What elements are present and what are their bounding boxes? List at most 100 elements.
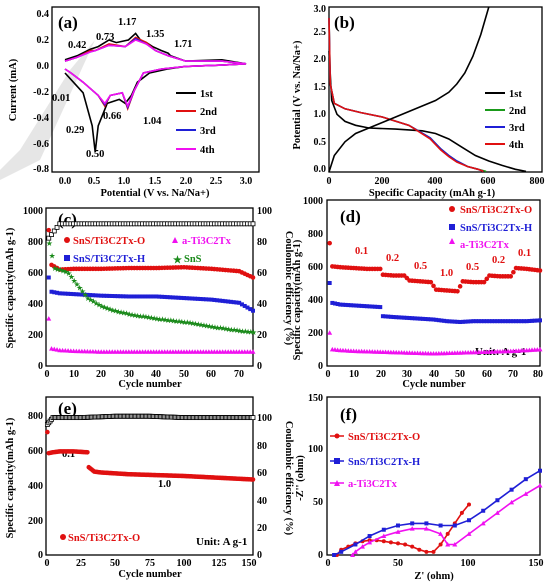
data-point bbox=[410, 316, 415, 321]
peak-label: 0.29 bbox=[66, 125, 84, 136]
data-point bbox=[159, 294, 164, 299]
data-point bbox=[396, 523, 400, 528]
data-point bbox=[46, 275, 51, 280]
data-point bbox=[193, 296, 198, 301]
data-point bbox=[458, 320, 463, 325]
data-point bbox=[338, 302, 343, 307]
data-point: ★ bbox=[214, 323, 221, 332]
data-point: ★ bbox=[120, 309, 127, 318]
data-point: ★ bbox=[247, 328, 254, 337]
tick-label: 100 bbox=[257, 413, 272, 424]
data-point bbox=[352, 549, 358, 554]
tick-label: 20 bbox=[257, 330, 267, 341]
tick-label: 0 bbox=[318, 361, 323, 372]
data-point: ★ bbox=[106, 305, 113, 314]
data-point bbox=[484, 319, 489, 324]
data-point bbox=[482, 319, 487, 324]
tick-label: 0 bbox=[326, 369, 331, 380]
data-point bbox=[467, 502, 471, 507]
data-point: ★ bbox=[129, 310, 136, 319]
peak-label: 1.04 bbox=[143, 116, 162, 127]
panel-e: (e) 0 25 50 75 100 125 150 0 200 400 600… bbox=[5, 396, 294, 580]
series-line-b-1 bbox=[328, 50, 527, 173]
tick-label: 0 bbox=[318, 550, 323, 561]
data-point bbox=[509, 487, 514, 492]
tick-label: 0.0 bbox=[59, 176, 72, 187]
legend-marker bbox=[334, 433, 340, 439]
data-point bbox=[428, 279, 434, 285]
tick-label: 400 bbox=[28, 481, 43, 492]
tick-label: 0.0 bbox=[314, 164, 327, 175]
tick-label: 0.0 bbox=[37, 61, 50, 72]
data-point bbox=[101, 293, 106, 298]
data-point: ★ bbox=[134, 311, 141, 320]
data-point bbox=[195, 296, 200, 301]
panel-d-yticks: 0 200 400 600 800 1000 bbox=[303, 196, 323, 372]
data-point bbox=[381, 539, 386, 544]
data-point: ★ bbox=[145, 313, 152, 322]
data-point bbox=[537, 268, 543, 273]
panel-e-ylabel2: Coulombic efficiency (%) bbox=[283, 421, 294, 536]
panel-e-xticks: 0 25 50 75 100 125 150 bbox=[45, 558, 257, 569]
data-point bbox=[51, 228, 57, 234]
series-line-b-5 bbox=[328, 6, 490, 173]
data-point bbox=[226, 299, 231, 304]
tick-label: 60 bbox=[257, 468, 267, 479]
data-point bbox=[457, 284, 463, 289]
data-point bbox=[394, 315, 399, 320]
data-point: ★ bbox=[54, 265, 61, 274]
data-point bbox=[60, 291, 65, 296]
legend-marker bbox=[449, 238, 455, 244]
data-point bbox=[380, 314, 385, 319]
data-point: ★ bbox=[153, 315, 160, 324]
tick-label: 40 bbox=[151, 369, 161, 380]
panel-c-ylabel: Specific capacity(mAh g-1) bbox=[5, 227, 16, 348]
tick-label: 2.0 bbox=[314, 54, 327, 65]
tick-label: 50 bbox=[455, 369, 465, 380]
data-point bbox=[494, 510, 500, 515]
data-point: ★ bbox=[140, 312, 147, 321]
data-point bbox=[467, 518, 471, 523]
data-point bbox=[143, 294, 148, 299]
tick-label: 200 bbox=[308, 328, 323, 339]
data-point bbox=[399, 315, 404, 320]
data-point bbox=[438, 523, 443, 528]
panel-c-xlabel: Cycle number bbox=[118, 379, 182, 390]
data-point bbox=[245, 305, 250, 310]
data-point bbox=[407, 316, 412, 321]
data-point bbox=[49, 289, 54, 294]
data-point: ★ bbox=[167, 316, 174, 325]
tick-label: -0.6 bbox=[33, 139, 49, 150]
data-point bbox=[250, 349, 256, 354]
data-point bbox=[182, 296, 186, 301]
data-point bbox=[402, 315, 407, 320]
data-point: ★ bbox=[187, 319, 194, 328]
data-point: ★ bbox=[101, 303, 108, 312]
data-point bbox=[176, 295, 181, 300]
panel-c-yticks: 0 200 400 600 800 1000 bbox=[23, 206, 43, 372]
data-point: ★ bbox=[60, 267, 67, 276]
panel-c-xticks: 0 10 20 30 40 50 60 70 bbox=[45, 369, 245, 380]
data-point: ★ bbox=[236, 326, 243, 335]
data-point bbox=[49, 232, 54, 237]
tick-label: 1.0 bbox=[118, 176, 131, 187]
data-point bbox=[146, 294, 151, 299]
tick-label: 0 bbox=[327, 176, 332, 187]
data-point bbox=[404, 315, 409, 320]
data-point bbox=[46, 235, 52, 241]
tick-label: 1.5 bbox=[149, 176, 162, 187]
tick-label: 150 bbox=[242, 558, 257, 569]
tick-label: 60 bbox=[482, 369, 492, 380]
rate-label: 1.0 bbox=[158, 479, 171, 490]
legend-entry: a-Ti3C2Tx bbox=[182, 236, 232, 247]
tick-label: 100 bbox=[257, 206, 272, 217]
data-point bbox=[237, 300, 242, 305]
data-point bbox=[350, 552, 356, 557]
data-point bbox=[231, 300, 236, 305]
panel-f-xticks: 0 50 100 150 bbox=[326, 558, 544, 569]
data-point bbox=[395, 529, 401, 534]
data-point bbox=[450, 319, 455, 324]
data-point bbox=[104, 293, 109, 298]
tick-label: -0.8 bbox=[33, 164, 49, 175]
data-point bbox=[327, 281, 332, 285]
